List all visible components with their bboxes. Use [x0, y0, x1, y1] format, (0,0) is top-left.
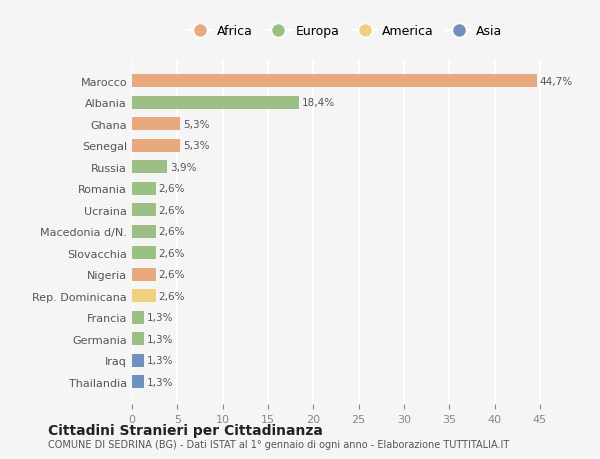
Bar — [132, 354, 144, 367]
Text: 1,3%: 1,3% — [146, 355, 173, 365]
Legend: Africa, Europa, America, Asia: Africa, Europa, America, Asia — [184, 21, 506, 42]
Bar — [132, 183, 155, 196]
Text: 2,6%: 2,6% — [158, 184, 185, 194]
Bar — [132, 161, 167, 174]
Bar — [132, 375, 144, 388]
Text: 2,6%: 2,6% — [158, 291, 185, 301]
Text: 2,6%: 2,6% — [158, 227, 185, 237]
Text: 2,6%: 2,6% — [158, 270, 185, 280]
Text: COMUNE DI SEDRINA (BG) - Dati ISTAT al 1° gennaio di ogni anno - Elaborazione TU: COMUNE DI SEDRINA (BG) - Dati ISTAT al 1… — [48, 440, 509, 449]
Bar — [132, 75, 537, 88]
Bar — [132, 311, 144, 324]
Bar — [132, 332, 144, 346]
Text: Cittadini Stranieri per Cittadinanza: Cittadini Stranieri per Cittadinanza — [48, 423, 323, 437]
Text: 1,3%: 1,3% — [146, 334, 173, 344]
Text: 5,3%: 5,3% — [183, 141, 209, 151]
Text: 1,3%: 1,3% — [146, 377, 173, 387]
Bar — [132, 290, 155, 302]
Text: 5,3%: 5,3% — [183, 120, 209, 129]
Text: 1,3%: 1,3% — [146, 313, 173, 323]
Bar — [132, 247, 155, 260]
Bar — [132, 97, 299, 110]
Text: 3,9%: 3,9% — [170, 162, 197, 173]
Bar — [132, 225, 155, 238]
Text: 44,7%: 44,7% — [540, 77, 573, 87]
Bar — [132, 118, 180, 131]
Text: 2,6%: 2,6% — [158, 205, 185, 215]
Text: 18,4%: 18,4% — [301, 98, 335, 108]
Bar — [132, 268, 155, 281]
Bar — [132, 204, 155, 217]
Text: 2,6%: 2,6% — [158, 248, 185, 258]
Bar — [132, 140, 180, 152]
